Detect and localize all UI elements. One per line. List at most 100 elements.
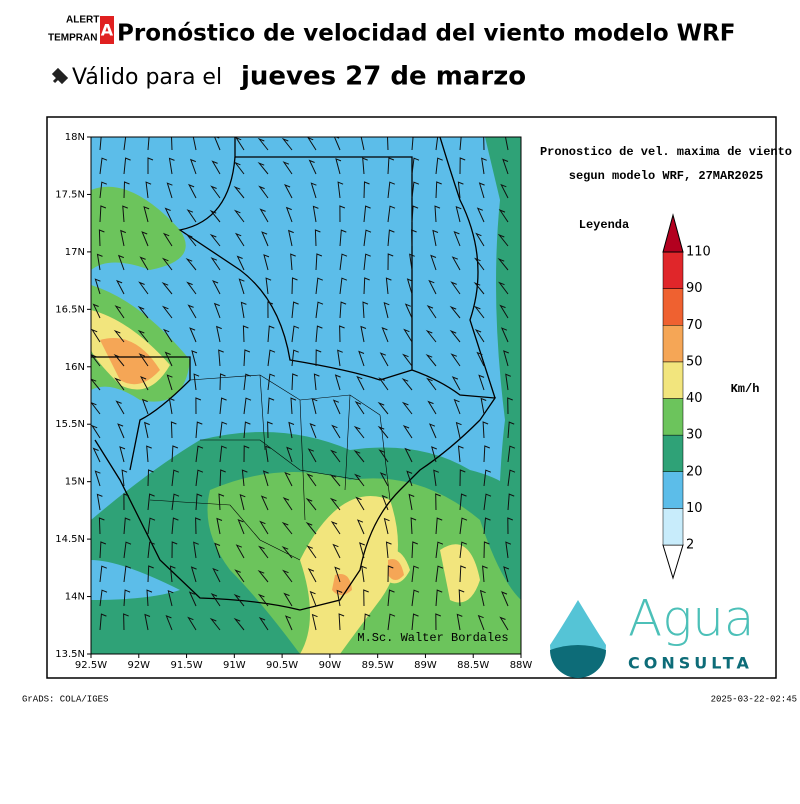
wind-barb bbox=[141, 231, 149, 247]
wind-barb bbox=[267, 301, 274, 319]
wind-barb bbox=[144, 421, 150, 439]
field-zone bbox=[380, 544, 480, 603]
legend-swatch bbox=[662, 471, 684, 509]
wind-barb bbox=[459, 157, 466, 175]
brand-tagline: CONSULTA bbox=[628, 654, 753, 673]
wind-barb bbox=[240, 301, 247, 319]
wind-barb bbox=[455, 421, 462, 439]
wind-barb bbox=[307, 448, 317, 463]
wind-barb bbox=[507, 445, 516, 463]
wind-barb bbox=[91, 328, 101, 343]
wind-barb bbox=[209, 209, 221, 223]
legend-swatch bbox=[662, 325, 684, 363]
lon-label: 90.5W bbox=[266, 660, 298, 671]
map-border bbox=[90, 136, 522, 655]
wind-barb bbox=[123, 493, 130, 511]
wind-barb bbox=[459, 517, 468, 535]
wind-barb bbox=[329, 497, 341, 511]
wind-barb bbox=[433, 469, 439, 487]
wind-barb bbox=[310, 182, 317, 199]
wind-barb bbox=[379, 472, 389, 487]
wind-barb bbox=[501, 591, 509, 607]
wind-barb bbox=[339, 277, 348, 295]
wind-barb bbox=[507, 421, 515, 439]
lon-label: 88.5W bbox=[457, 660, 489, 671]
wind-barb bbox=[241, 469, 248, 487]
wind-barb bbox=[98, 517, 105, 535]
wind-barb bbox=[219, 469, 226, 487]
logo-text: TEMPRAN bbox=[48, 33, 97, 44]
wind-barb bbox=[363, 205, 371, 223]
wind-barb bbox=[451, 376, 461, 391]
lat-label: 14.5N bbox=[55, 534, 85, 545]
wind-barb bbox=[267, 421, 273, 439]
wind-barb bbox=[213, 302, 221, 319]
wind-barb bbox=[459, 137, 462, 151]
lon-label: 91.5W bbox=[170, 660, 202, 671]
wind-barb bbox=[146, 445, 152, 463]
wind-barb bbox=[409, 253, 415, 271]
wind-barb bbox=[379, 352, 389, 367]
wind-barb bbox=[91, 424, 101, 439]
wind-barb bbox=[503, 350, 509, 367]
wind-barb bbox=[478, 374, 485, 391]
wind-barb bbox=[378, 377, 389, 391]
wind-barb bbox=[483, 137, 485, 151]
wind-barb bbox=[426, 377, 437, 391]
legend-label: 40 bbox=[686, 391, 703, 406]
wind-barb bbox=[331, 424, 341, 439]
wind-barb bbox=[435, 137, 439, 151]
wind-barb bbox=[387, 229, 395, 247]
state-border bbox=[149, 374, 391, 561]
wind-barb bbox=[305, 497, 317, 511]
wind-barb bbox=[193, 373, 200, 391]
wind-barb bbox=[305, 521, 317, 535]
wind-barb bbox=[123, 565, 132, 583]
wind-barb bbox=[187, 304, 197, 319]
wind-barb bbox=[456, 613, 463, 631]
wind-barb bbox=[164, 351, 173, 367]
wind-barb bbox=[242, 325, 249, 343]
wind-barb bbox=[259, 520, 269, 535]
wind-barb bbox=[353, 450, 365, 463]
wind-barb bbox=[453, 231, 461, 247]
wind-barb bbox=[243, 373, 251, 391]
wind-barb bbox=[259, 208, 269, 223]
wind-barb bbox=[453, 398, 461, 415]
lon-label: 88W bbox=[510, 660, 533, 671]
wind-barb bbox=[360, 325, 367, 343]
wind-barb bbox=[219, 397, 227, 415]
lat-label: 14N bbox=[65, 592, 85, 603]
legend-swatch bbox=[662, 361, 684, 399]
lon-label: 89W bbox=[414, 660, 437, 671]
lat-label: 16.5N bbox=[55, 304, 85, 315]
wind-barb bbox=[96, 253, 103, 271]
wind-barb bbox=[363, 229, 372, 247]
map-title: Pronostico de vel. maxima de viento bbox=[540, 145, 792, 159]
wind-barb bbox=[161, 305, 173, 319]
wind-barb bbox=[291, 325, 300, 343]
wind-barb bbox=[267, 349, 276, 367]
legend-label: 2 bbox=[686, 538, 694, 553]
wind-barb bbox=[411, 229, 417, 247]
wind-barb bbox=[334, 374, 341, 391]
wind-barb bbox=[353, 425, 365, 439]
legend-swatch bbox=[662, 398, 684, 436]
wind-barb bbox=[212, 567, 221, 583]
country-border bbox=[91, 356, 191, 471]
wind-barb bbox=[404, 303, 413, 319]
wind-barb bbox=[99, 205, 107, 223]
wind-barb bbox=[431, 446, 437, 463]
wind-barb bbox=[311, 397, 318, 415]
wind-barb bbox=[483, 445, 490, 463]
wind-barb bbox=[193, 541, 199, 559]
wind-barb bbox=[234, 569, 245, 583]
wind-barb bbox=[141, 398, 149, 415]
wind-barb bbox=[147, 137, 150, 151]
wind-barb bbox=[218, 349, 224, 367]
wind-barb bbox=[507, 517, 513, 535]
wind-barb bbox=[381, 327, 389, 343]
wind-barb bbox=[359, 542, 365, 559]
wind-barb bbox=[381, 494, 389, 511]
wind-barb bbox=[162, 328, 173, 343]
